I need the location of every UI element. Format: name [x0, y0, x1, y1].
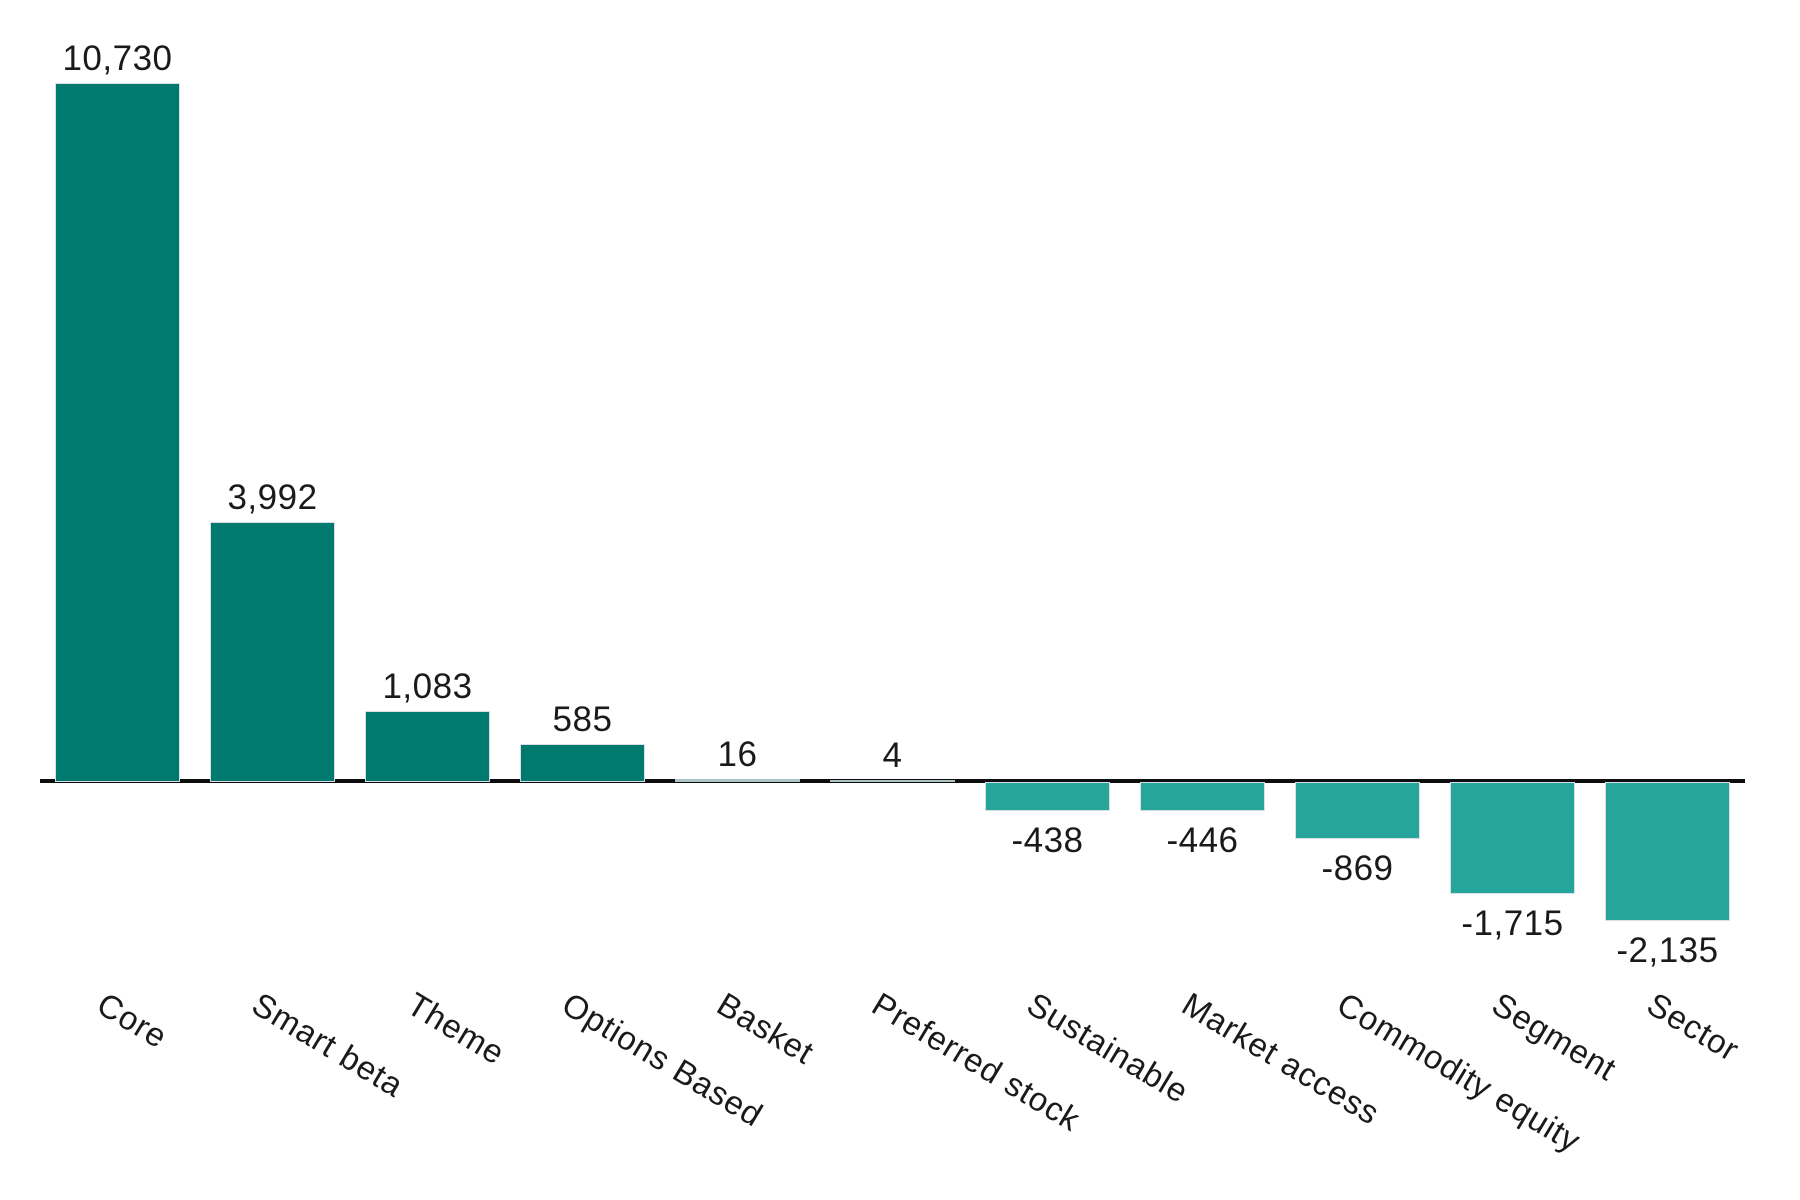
bar-sustainable [985, 782, 1110, 811]
bar-core [55, 83, 180, 782]
category-label-basket: Basket [710, 985, 821, 1072]
bar-segment [1450, 782, 1575, 894]
bar-smart-beta [210, 522, 335, 782]
category-label-theme: Theme [400, 985, 511, 1072]
value-label-basket: 16 [717, 735, 758, 774]
category-label-core: Core [90, 985, 174, 1056]
value-label-sector: -2,135 [1616, 931, 1719, 970]
value-label-market-access: -446 [1166, 821, 1239, 860]
category-label-segment: Segment [1485, 985, 1623, 1088]
bar-market-access [1140, 782, 1265, 811]
value-label-preferred-stock: 4 [882, 736, 903, 775]
category-label-smart-beta: Smart beta [245, 985, 410, 1104]
value-label-theme: 1,083 [382, 667, 473, 706]
value-label-commodity-equity: -869 [1321, 849, 1394, 888]
bar-preferred-stock [830, 780, 955, 782]
value-label-options-based: 585 [552, 700, 613, 739]
bar-commodity-equity [1295, 782, 1420, 839]
bar-basket [675, 779, 800, 782]
bar-theme [365, 711, 490, 782]
bar-options-based [520, 744, 645, 782]
value-label-sustainable: -438 [1011, 821, 1084, 860]
value-label-core: 10,730 [62, 39, 173, 78]
bar-sector [1605, 782, 1730, 921]
value-label-segment: -1,715 [1461, 904, 1564, 943]
category-label-sector: Sector [1640, 985, 1746, 1069]
value-label-smart-beta: 3,992 [227, 478, 318, 517]
